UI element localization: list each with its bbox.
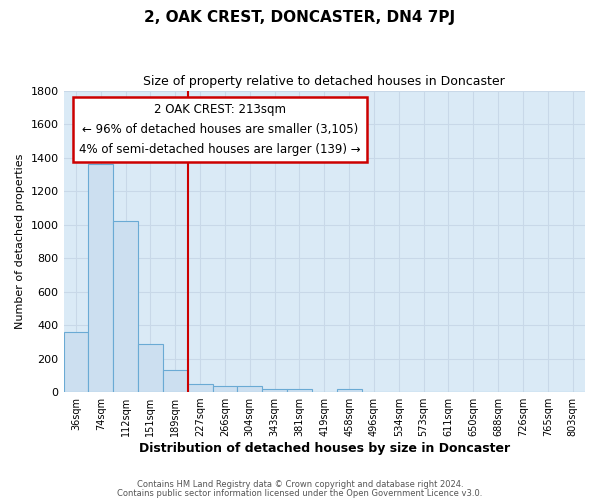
- Y-axis label: Number of detached properties: Number of detached properties: [15, 154, 25, 329]
- Text: 2, OAK CREST, DONCASTER, DN4 7PJ: 2, OAK CREST, DONCASTER, DN4 7PJ: [145, 10, 455, 25]
- Title: Size of property relative to detached houses in Doncaster: Size of property relative to detached ho…: [143, 75, 505, 88]
- Bar: [337, 388, 362, 392]
- Bar: [238, 386, 262, 392]
- Bar: [64, 332, 88, 392]
- Bar: [138, 344, 163, 392]
- Bar: [287, 388, 312, 392]
- Bar: [212, 386, 238, 392]
- Bar: [113, 221, 138, 392]
- X-axis label: Distribution of detached houses by size in Doncaster: Distribution of detached houses by size …: [139, 442, 510, 455]
- Bar: [163, 370, 188, 392]
- Bar: [262, 388, 287, 392]
- Text: Contains public sector information licensed under the Open Government Licence v3: Contains public sector information licen…: [118, 488, 482, 498]
- Text: Contains HM Land Registry data © Crown copyright and database right 2024.: Contains HM Land Registry data © Crown c…: [137, 480, 463, 489]
- Bar: [188, 384, 212, 392]
- Bar: [88, 164, 113, 392]
- Text: 2 OAK CREST: 213sqm
← 96% of detached houses are smaller (3,105)
4% of semi-deta: 2 OAK CREST: 213sqm ← 96% of detached ho…: [79, 102, 361, 156]
